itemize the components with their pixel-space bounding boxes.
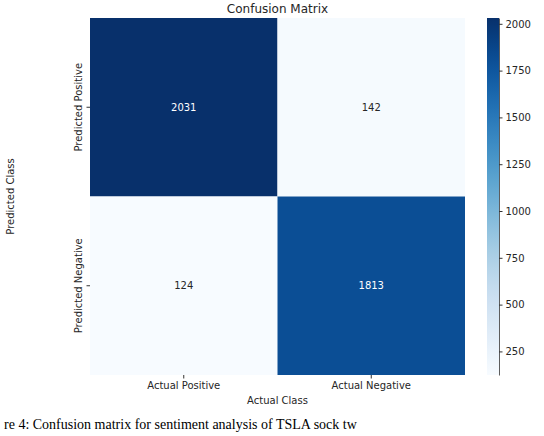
y-axis: Predicted Positive Predicted Negative (73, 63, 90, 333)
y-tick-label: Predicted Positive (73, 63, 84, 152)
data-label: 142 (362, 102, 381, 113)
data-labels: 2031 142 124 1813 (171, 102, 384, 292)
data-label: 2031 (171, 102, 196, 113)
colorbar-tick: 1250 (499, 159, 531, 170)
colorbar-tick-mark (499, 305, 503, 306)
colorbar-tick-label: 1250 (506, 159, 531, 170)
heatmap-cell (278, 197, 466, 376)
colorbar-tick-mark (499, 258, 503, 259)
colorbar-tick-mark (499, 211, 503, 212)
colorbar-tick-mark (499, 24, 503, 25)
y-axis-title: Predicted Class (5, 158, 16, 234)
data-label: 1813 (359, 280, 384, 291)
colorbar-tick-label: 1000 (506, 206, 531, 217)
colorbar-axis: 250 500 750 1000 1250 1500 1750 2000 (499, 19, 531, 376)
caption: re 4: Confusion matrix for sentiment ana… (4, 417, 358, 432)
heatmap-cell (90, 18, 278, 197)
y-tick-mark (87, 285, 91, 286)
heatmap-cell (278, 18, 466, 197)
colorbar-tick: 1500 (499, 112, 531, 123)
title: Confusion Matrix (227, 2, 328, 16)
colorbar-tick-label: 1500 (506, 112, 531, 123)
x-tick-mark (371, 375, 372, 379)
chart: 2031 142 124 1813 Actual Positive Actual Nega… (0, 0, 544, 436)
colorbar-tick: 500 (499, 299, 525, 310)
x-tick-mark (183, 375, 184, 379)
x-tick: Actual Positive (147, 375, 220, 391)
colorbar-tick: 750 (499, 253, 525, 264)
heatmap-cell (90, 197, 278, 376)
cells (90, 18, 465, 375)
x-tick: Actual Negative (332, 375, 411, 391)
x-tick-label: Actual Positive (147, 380, 220, 391)
colorbar-tick: 250 (499, 346, 525, 357)
y-tick: Predicted Negative (73, 238, 90, 333)
data-label: 124 (174, 280, 193, 291)
colorbar-tick-label: 2000 (506, 19, 531, 30)
colorbar-tick-label: 250 (506, 346, 525, 357)
colorbar-tick: 2000 (499, 19, 531, 30)
colorbar-tick: 1750 (499, 65, 531, 76)
colorbar-tick-label: 750 (506, 253, 525, 264)
colorbar (487, 18, 499, 375)
y-tick-mark (87, 107, 91, 108)
colorbar-tick: 1000 (499, 206, 531, 217)
colorbar-tick-label: 1750 (506, 65, 531, 76)
colorbar-tick-label: 500 (506, 299, 525, 310)
colorbar-tick-mark (499, 164, 503, 165)
x-axis: Actual Positive Actual Negative (147, 375, 411, 391)
colorbar-tick-mark (499, 71, 503, 72)
y-tick: Predicted Positive (73, 63, 90, 152)
x-axis-title: Actual Class (247, 395, 308, 406)
colorbar-axis-line (499, 19, 500, 376)
colorbar-tick-mark (499, 117, 503, 118)
y-tick-label: Predicted Negative (73, 238, 84, 333)
colorbar-tick-mark (499, 351, 503, 352)
x-tick-label: Actual Negative (332, 380, 411, 391)
